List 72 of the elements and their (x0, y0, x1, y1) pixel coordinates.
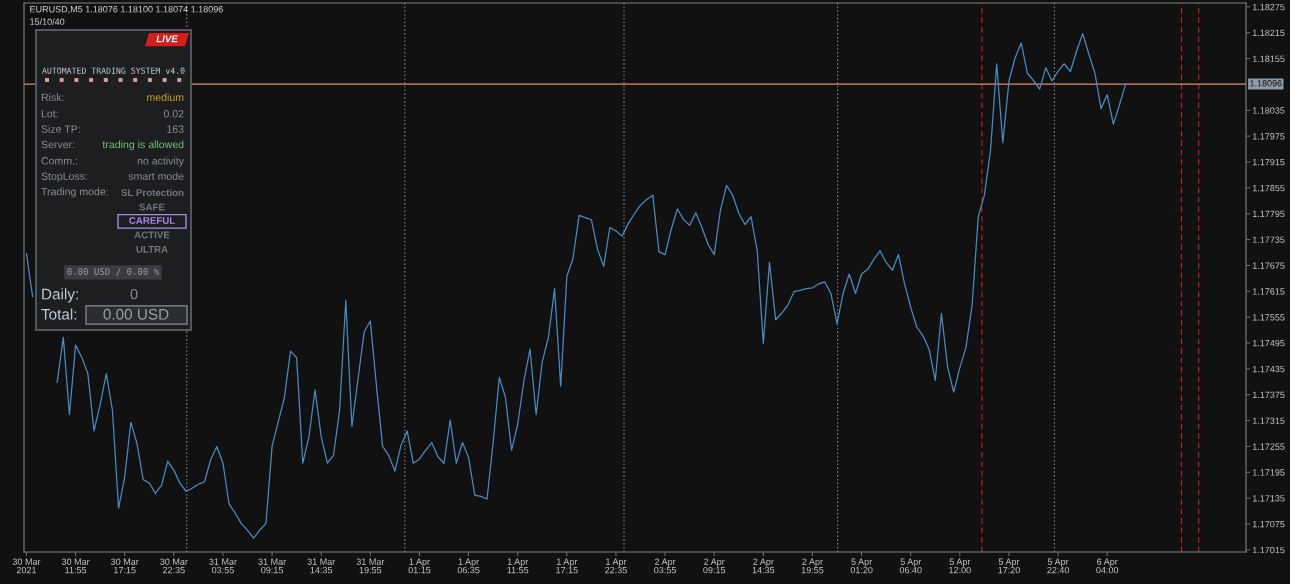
annotation: ULTRA (136, 246, 168, 253)
y-tick-label: 1.18275 (1252, 3, 1285, 11)
y-tick-label: 1.17855 (1252, 184, 1285, 192)
annotation: Size TP: (41, 125, 80, 133)
y-tick-label: 1.17555 (1252, 314, 1285, 321)
annotation: 0.00 USD (103, 308, 169, 320)
x-tick-label: 1 Apr 01:15 (408, 558, 431, 574)
y-tick-label: 1.17195 (1252, 469, 1285, 476)
x-tick-label: 5 Apr 06:40 (899, 558, 922, 574)
x-tick-label: 5 Apr 17:20 (998, 558, 1020, 574)
annotation: medium (147, 93, 184, 102)
annotation: trading is allowed (102, 140, 184, 151)
y-tick-label: 1.17075 (1252, 520, 1285, 528)
y-tick-label: 1.17975 (1252, 133, 1285, 140)
x-tick-label: 30 Mar 11:55 (61, 558, 90, 574)
y-tick-label: 1.17735 (1252, 236, 1285, 243)
x-tick-label: 2 Apr 19:55 (801, 558, 824, 574)
x-tick-label: 31 Mar 03:55 (209, 558, 237, 574)
annotation: Server: (41, 140, 75, 149)
x-tick-label: 5 Apr 12:00 (949, 558, 971, 574)
annotation: Total: (41, 308, 77, 320)
chart-title: EURUSD,M5 1.18076 1.18100 1.18074 1.18096 (30, 6, 223, 14)
y-tick-label: 1.17795 (1252, 210, 1285, 218)
annotation: StopLoss: (41, 172, 87, 183)
y-tick-label: 1.17435 (1252, 365, 1285, 373)
annotation: 0 (130, 288, 138, 300)
x-tick-label: 2 Apr 09:15 (703, 558, 726, 574)
annotation: Trading mode: (41, 187, 108, 198)
y-tick-label: 1.17255 (1252, 443, 1285, 450)
y-tick-label: 1.17135 (1252, 495, 1285, 502)
x-tick-label: 30 Mar 17:15 (111, 558, 139, 574)
y-tick-label: 1.18215 (1252, 29, 1285, 37)
annotation: SL Protection (121, 188, 184, 197)
x-tick-label: 1 Apr 06:35 (457, 558, 480, 574)
y-tick-label: 1.17915 (1252, 158, 1285, 166)
x-tick-label: 1 Apr 17:15 (556, 558, 578, 574)
annotation: no activity (137, 156, 184, 167)
x-tick-label: 5 Apr 22:40 (1047, 558, 1070, 574)
x-tick-label: 2 Apr 03:55 (654, 558, 677, 574)
text: 15/10/40 (30, 18, 65, 25)
x-tick-label: 1 Apr 22:35 (605, 558, 627, 574)
y-tick-label: 1.17315 (1252, 417, 1285, 424)
x-tick-label: 5 Apr 01:20 (850, 558, 873, 574)
y-tick-label: 1.17615 (1252, 288, 1285, 295)
y-tick-label: 1.17495 (1252, 339, 1285, 347)
annotation: 0.02 (163, 109, 184, 118)
x-tick-label: 2 Apr 14:35 (752, 558, 775, 574)
annotation: 0.00 USD / 0.00 % (67, 268, 160, 276)
annotation: Lot: (41, 110, 58, 118)
x-tick-label: 30 Mar 22:35 (160, 558, 188, 574)
annotation: Risk: (41, 93, 64, 102)
y-tick-label: 1.18155 (1252, 55, 1285, 62)
x-tick-label: 31 Mar 09:15 (258, 558, 286, 574)
y-tick-label: 1.17375 (1252, 391, 1285, 399)
x-tick-label: 30 Mar 2021 (12, 558, 41, 574)
y-tick-label: 1.17015 (1252, 546, 1285, 554)
annotation: ACTIVE (134, 231, 170, 239)
annotation: LIVE (156, 35, 179, 43)
x-tick-label: 31 Mar 19:55 (356, 558, 385, 574)
x-tick-label: 1 Apr 11:55 (507, 558, 529, 574)
ref-line-label: 1.18096 (1250, 80, 1282, 87)
annotation: SAFE (139, 203, 165, 211)
annotation: Comm.: (41, 157, 77, 165)
annotation: AUTOMATED TRADING SYSTEM v4.0 (42, 67, 185, 74)
annotation: 163 (167, 125, 184, 133)
annotation: smart mode (128, 172, 184, 180)
annotation: Daily: (42, 288, 78, 303)
x-tick-label: 6 Apr 04:00 (1096, 558, 1119, 574)
x-tick-label: 31 Mar 14:35 (307, 558, 336, 574)
y-tick-label: 1.17675 (1252, 262, 1285, 269)
annotation: CAREFUL (129, 217, 175, 224)
y-tick-label: 1.18035 (1252, 107, 1285, 114)
